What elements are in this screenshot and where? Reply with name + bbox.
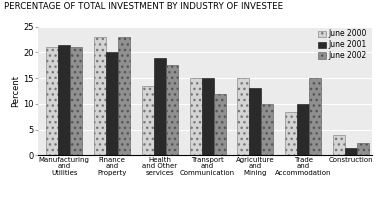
Bar <box>285 112 297 155</box>
Bar <box>190 78 202 155</box>
Bar <box>142 86 154 155</box>
Bar <box>357 143 369 155</box>
Bar <box>309 78 321 155</box>
Text: PERCENTAGE OF TOTAL INVESTMENT BY INDUSTRY OF INVESTEE: PERCENTAGE OF TOTAL INVESTMENT BY INDUST… <box>4 2 283 11</box>
Bar <box>214 94 225 155</box>
Bar <box>70 47 82 155</box>
Bar <box>345 148 357 155</box>
Bar <box>202 78 214 155</box>
Bar <box>249 88 261 155</box>
Bar <box>166 65 178 155</box>
Legend: June 2000, June 2001, June 2002: June 2000, June 2001, June 2002 <box>317 28 369 62</box>
Bar <box>238 78 249 155</box>
Bar <box>106 52 118 155</box>
Bar <box>154 57 166 155</box>
Bar <box>297 104 309 155</box>
Bar <box>118 37 130 155</box>
Bar <box>94 37 106 155</box>
Bar <box>46 47 58 155</box>
Bar <box>58 45 70 155</box>
Bar <box>333 135 345 155</box>
Bar <box>261 104 273 155</box>
Y-axis label: Percent: Percent <box>11 75 21 107</box>
